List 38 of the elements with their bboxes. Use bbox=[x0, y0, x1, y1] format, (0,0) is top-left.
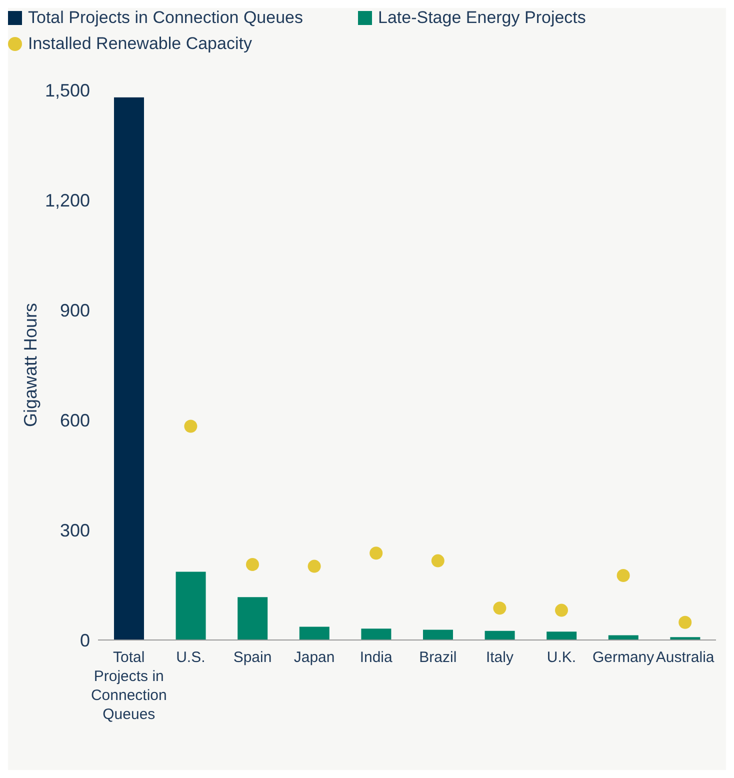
x-tick-label: India bbox=[360, 649, 394, 666]
bar bbox=[608, 635, 638, 640]
point bbox=[616, 568, 630, 582]
bar bbox=[361, 628, 392, 640]
bar bbox=[484, 630, 515, 640]
bar bbox=[176, 572, 206, 640]
legend-label: Late-Stage Energy Projects bbox=[378, 8, 586, 28]
y-tick-label: 600 bbox=[60, 410, 90, 430]
y-axis-title: Gigawatt Hours bbox=[20, 302, 40, 428]
point bbox=[370, 546, 383, 560]
point bbox=[308, 560, 321, 573]
y-tick-label: 300 bbox=[60, 520, 90, 540]
point bbox=[555, 604, 568, 617]
y-tick-label: 900 bbox=[60, 300, 90, 320]
x-tick-label: Italy bbox=[486, 649, 514, 666]
point bbox=[678, 616, 692, 629]
y-tick-label: 1,200 bbox=[44, 190, 90, 210]
x-tick-label: U.K. bbox=[546, 649, 576, 666]
x-tick-label: Japan bbox=[294, 649, 335, 666]
x-tick-label: Germany bbox=[592, 649, 655, 666]
x-tick-label: Spain bbox=[233, 649, 272, 666]
point bbox=[431, 554, 444, 568]
x-tick-label: Total Projects in Connection Queues bbox=[90, 649, 167, 723]
legend-label: Installed Renewable Capacity bbox=[28, 34, 252, 54]
x-tick-label: U.S. bbox=[176, 649, 206, 666]
point bbox=[184, 420, 198, 433]
bar bbox=[423, 630, 453, 640]
y-tick-label: 1,500 bbox=[44, 80, 90, 100]
x-tick-label: Brazil bbox=[419, 649, 457, 666]
legend-label: Total Projects in Connection Queues bbox=[28, 8, 303, 28]
y-tick-label: 0 bbox=[80, 630, 90, 650]
bar bbox=[299, 626, 330, 640]
bar bbox=[114, 97, 144, 640]
bar bbox=[238, 597, 268, 640]
x-tick-label: Australia bbox=[656, 649, 715, 666]
point bbox=[493, 602, 506, 615]
point bbox=[246, 558, 259, 571]
bar bbox=[546, 632, 577, 640]
